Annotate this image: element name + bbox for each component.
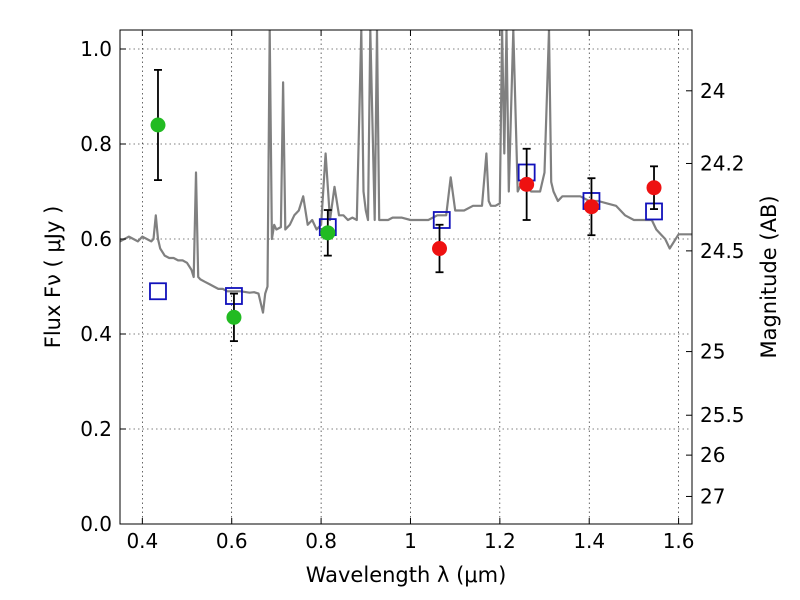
mag-tick-label: 26: [700, 443, 725, 467]
data-points: [149, 69, 663, 343]
observed-flux-point: [583, 199, 599, 215]
observed-flux-point: [432, 241, 448, 256]
model-photometry-square: [432, 211, 451, 229]
x-tick-label: 0.6: [216, 529, 248, 553]
mag-tick-label: 27: [700, 484, 725, 508]
y-axis-label: Flux Fν ( μJy ): [41, 206, 65, 349]
y-tick-label: 1.0: [80, 37, 112, 61]
y-tick-label: 0.6: [80, 227, 112, 251]
observed-flux-point: [320, 225, 336, 241]
mag-tick-label: 24.2: [700, 151, 745, 175]
axis-ticks: 0.4 0.6 0.8 1 1.2 1.4 1.6 0.0 0.2 0.4 0.6 0.8 1.0 24 2…: [80, 30, 745, 553]
y-tick-label: 0.0: [80, 512, 112, 536]
mag-tick-label: 25: [700, 340, 725, 364]
grid-lines: [120, 30, 692, 525]
model-spectrum: [120, 30, 692, 314]
model-photometry-square: [149, 282, 167, 301]
mag-tick-label: 24: [700, 79, 725, 103]
x-tick-label: 1: [404, 529, 417, 553]
x-tick-label: 1.6: [663, 529, 695, 553]
observed-flux-point: [646, 180, 662, 196]
model-spectrum-line: [120, 30, 692, 314]
plot-frame: [119, 29, 693, 525]
x-tick-label: 0.4: [126, 529, 158, 553]
x-tick-label: 0.8: [305, 529, 337, 553]
y-tick-label: 0.2: [80, 417, 112, 441]
y2-axis-label: Magnitude (AB): [757, 195, 781, 358]
observed-flux-point: [150, 117, 166, 133]
mag-tick-label: 24.5: [700, 239, 745, 263]
observed-flux-point: [226, 309, 242, 325]
x-tick-label: 1.2: [484, 529, 516, 553]
y-tick-label: 0.4: [80, 322, 112, 346]
x-tick-label: 1.4: [573, 529, 605, 553]
y-tick-label: 0.8: [80, 132, 112, 156]
observed-flux-point: [519, 176, 535, 192]
x-axis-label: Wavelength λ (μm): [306, 563, 507, 587]
mag-tick-label: 25.5: [700, 403, 745, 427]
